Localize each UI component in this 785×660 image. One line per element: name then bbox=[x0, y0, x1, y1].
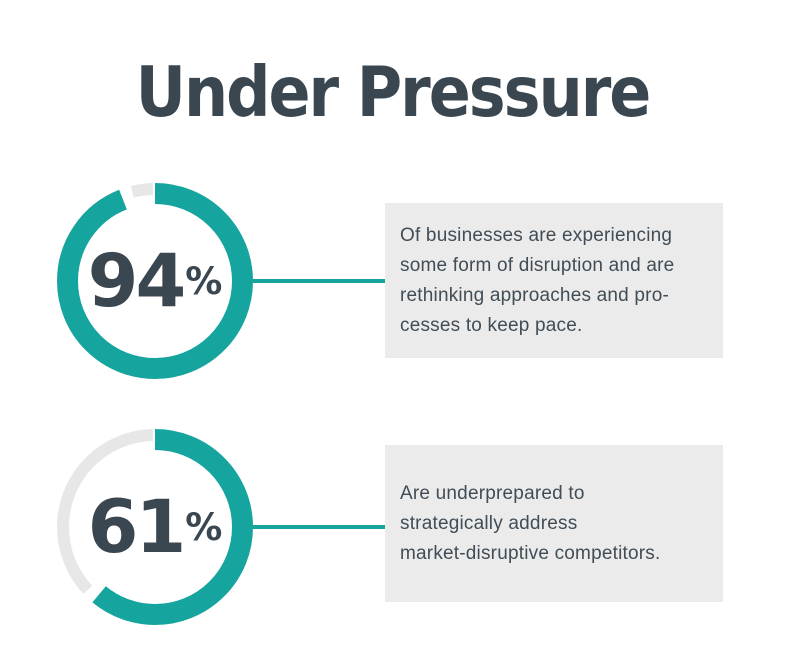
stat-number-group: 61% bbox=[57, 429, 253, 625]
stat-value: 94 bbox=[87, 238, 187, 324]
stat-card: Of businesses are experiencing some form… bbox=[385, 203, 723, 358]
donut-chart-61: 61% bbox=[57, 429, 253, 625]
page-title: Under Pressure bbox=[135, 51, 652, 134]
stat-value: 61 bbox=[87, 484, 187, 570]
connector-line bbox=[253, 279, 385, 283]
donut-value-arc bbox=[57, 183, 253, 379]
donut-value-arc bbox=[57, 429, 253, 625]
donut-ring-94 bbox=[57, 183, 253, 379]
donut-track-arc bbox=[57, 429, 253, 625]
stat-card: Are underprepared to strategically addre… bbox=[385, 445, 723, 602]
percent-sign: % bbox=[185, 259, 223, 303]
connector-line bbox=[253, 525, 385, 529]
stat-description: Are underprepared to strategically addre… bbox=[400, 482, 661, 564]
stat-description: Of businesses are experiencing some form… bbox=[400, 224, 675, 336]
donut-chart-94: 94% bbox=[57, 183, 253, 379]
percent-sign: % bbox=[185, 505, 223, 549]
stat-number-group: 94% bbox=[57, 183, 253, 379]
donut-ring-61 bbox=[57, 429, 253, 625]
